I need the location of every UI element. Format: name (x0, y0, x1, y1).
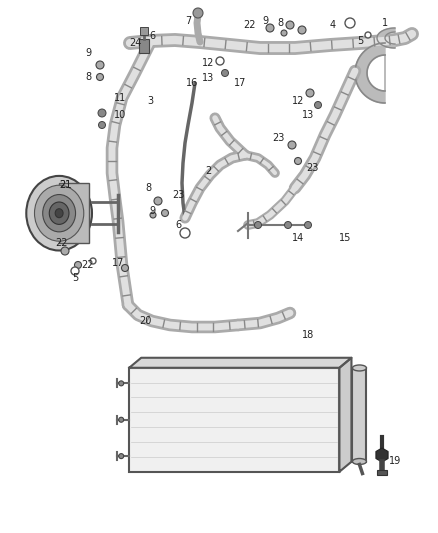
Text: 9: 9 (85, 48, 91, 58)
Circle shape (193, 8, 203, 18)
Text: 6: 6 (175, 220, 181, 230)
Text: 5: 5 (72, 273, 78, 283)
Ellipse shape (353, 458, 367, 464)
Text: 17: 17 (112, 258, 124, 268)
Text: 8: 8 (145, 183, 151, 193)
Circle shape (150, 212, 156, 218)
Ellipse shape (49, 202, 69, 224)
Text: 8: 8 (277, 18, 283, 28)
Circle shape (90, 258, 96, 264)
Circle shape (294, 157, 301, 165)
Circle shape (288, 141, 296, 149)
Circle shape (314, 101, 321, 109)
Text: 18: 18 (302, 330, 314, 340)
Circle shape (98, 109, 106, 117)
Circle shape (154, 197, 162, 205)
Polygon shape (377, 28, 395, 48)
Text: 13: 13 (202, 73, 214, 83)
Text: 5: 5 (357, 36, 363, 46)
Circle shape (99, 122, 106, 128)
Circle shape (345, 18, 355, 28)
Ellipse shape (55, 209, 63, 217)
Text: 3: 3 (147, 96, 153, 106)
Circle shape (286, 21, 294, 29)
Circle shape (365, 32, 371, 38)
Circle shape (254, 222, 261, 229)
Text: 17: 17 (234, 78, 246, 88)
Circle shape (61, 247, 69, 255)
Circle shape (121, 264, 128, 271)
Bar (129, 368, 339, 472)
Text: 21: 21 (59, 180, 71, 190)
Circle shape (266, 24, 274, 32)
Circle shape (222, 69, 229, 77)
Bar (139, 39, 149, 53)
Bar (140, 27, 148, 35)
Text: 2: 2 (205, 166, 211, 176)
Circle shape (180, 228, 190, 238)
Text: 23: 23 (272, 133, 284, 143)
Text: 21: 21 (59, 180, 71, 190)
Circle shape (96, 74, 103, 80)
Ellipse shape (35, 185, 84, 241)
Polygon shape (339, 358, 351, 472)
Text: 6: 6 (149, 31, 155, 41)
Circle shape (285, 222, 292, 229)
Text: 4: 4 (330, 20, 336, 30)
Text: 23: 23 (172, 190, 184, 200)
Text: 8: 8 (85, 72, 91, 82)
Text: 9: 9 (149, 206, 155, 216)
Ellipse shape (353, 365, 367, 371)
Circle shape (281, 30, 287, 36)
Circle shape (96, 61, 104, 69)
Text: 14: 14 (292, 233, 304, 243)
Text: 15: 15 (339, 233, 351, 243)
Text: 12: 12 (202, 58, 214, 68)
Polygon shape (129, 358, 351, 368)
Text: 22: 22 (56, 238, 68, 248)
Text: 7: 7 (185, 16, 191, 26)
Circle shape (119, 381, 124, 386)
Circle shape (162, 209, 169, 216)
Polygon shape (355, 43, 385, 103)
Bar (353, 368, 367, 462)
Ellipse shape (26, 176, 92, 251)
Text: 10: 10 (114, 110, 126, 120)
Text: 24: 24 (129, 38, 141, 48)
Text: 12: 12 (292, 96, 304, 106)
Bar (59, 183, 88, 243)
Text: 9: 9 (262, 16, 268, 26)
Circle shape (298, 26, 306, 34)
Circle shape (71, 267, 79, 275)
Text: 13: 13 (302, 110, 314, 120)
Text: 22: 22 (82, 260, 94, 270)
Circle shape (304, 222, 311, 229)
Ellipse shape (42, 195, 76, 232)
Text: 1: 1 (382, 18, 388, 28)
Text: 20: 20 (139, 316, 151, 326)
Circle shape (306, 89, 314, 97)
Circle shape (74, 262, 81, 269)
Circle shape (216, 57, 224, 65)
Text: 22: 22 (244, 20, 256, 30)
Bar (377, 470, 387, 475)
Text: 16: 16 (186, 78, 198, 88)
Text: 19: 19 (389, 456, 401, 466)
Circle shape (119, 417, 124, 422)
Circle shape (119, 454, 124, 458)
Text: 23: 23 (306, 163, 318, 173)
Text: 11: 11 (114, 93, 126, 103)
